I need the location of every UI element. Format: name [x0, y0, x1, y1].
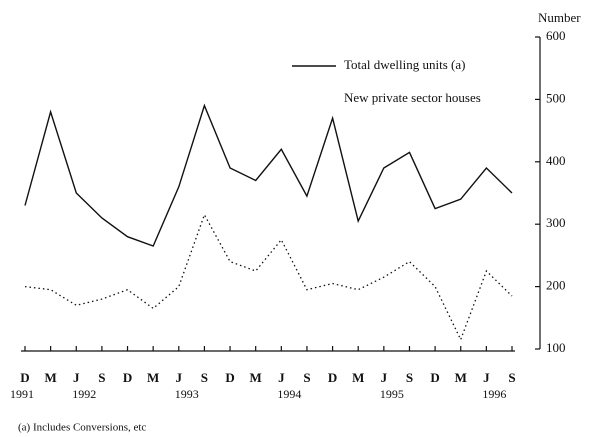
x-tick-label: M — [147, 370, 159, 385]
x-tick-label: M — [44, 370, 56, 385]
x-tick-label: S — [406, 370, 413, 385]
x-tick-label: J — [73, 370, 80, 385]
y-tick-label: 100 — [546, 340, 566, 355]
x-tick-label: D — [430, 370, 439, 385]
x-tick-label: D — [328, 370, 337, 385]
x-year-label: 1995 — [380, 387, 404, 401]
legend-label: New private sector houses — [344, 90, 481, 105]
footnote: (a) Includes Conversions, etc — [18, 422, 146, 434]
x-tick-label: J — [278, 370, 285, 385]
y-tick-label: 600 — [546, 28, 566, 43]
x-tick-label: S — [98, 370, 105, 385]
x-tick-label: J — [381, 370, 388, 385]
x-year-label: 1993 — [175, 387, 199, 401]
x-tick-label: D — [225, 370, 234, 385]
x-year-label: 1994 — [277, 387, 301, 401]
y-tick-label: 400 — [546, 153, 566, 168]
x-year-label: 1992 — [72, 387, 96, 401]
y-axis-label: Number — [538, 10, 581, 25]
x-tick-label: S — [303, 370, 310, 385]
x-tick-label: J — [176, 370, 183, 385]
x-tick-label: J — [483, 370, 490, 385]
x-tick-label: S — [508, 370, 515, 385]
x-year-label: 1996 — [482, 387, 506, 401]
x-tick-label: M — [250, 370, 262, 385]
x-tick-label: D — [20, 370, 29, 385]
x-tick-label: D — [123, 370, 132, 385]
x-tick-label: M — [455, 370, 467, 385]
x-year-label: 1991 — [10, 387, 34, 401]
series-line — [24, 213, 513, 342]
x-tick-label: M — [352, 370, 364, 385]
y-tick-label: 200 — [546, 278, 566, 293]
legend-label: Total dwelling units (a) — [344, 57, 465, 72]
y-tick-label: 300 — [546, 215, 566, 230]
x-tick-label: S — [201, 370, 208, 385]
y-tick-label: 500 — [546, 90, 566, 105]
series-line — [24, 103, 513, 247]
